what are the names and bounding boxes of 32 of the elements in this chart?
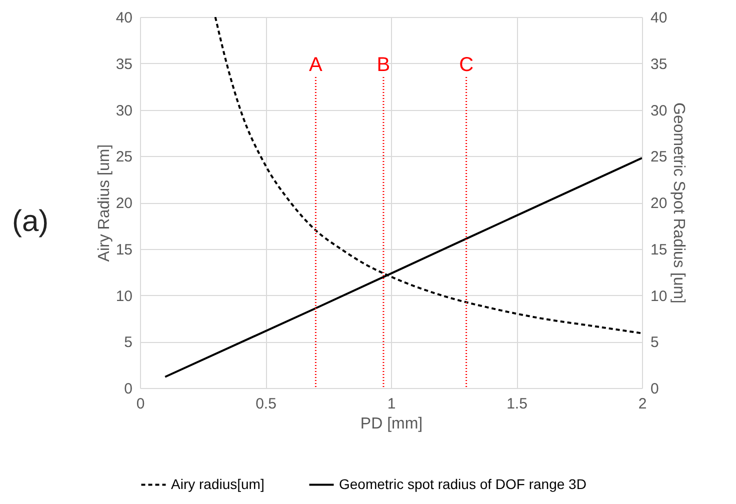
- y2-tick-label: 0: [650, 380, 659, 398]
- x-tick-label: 2: [638, 396, 647, 412]
- y2-tick-label: 25: [650, 148, 668, 166]
- y-tick-label: 30: [116, 102, 132, 120]
- legend-label: Geometric spot radius of DOF range 3D: [339, 476, 586, 492]
- y2-tick-label: 5: [650, 334, 659, 352]
- y-tick-label: 5: [124, 334, 132, 352]
- x-tick-label: 0.5: [256, 396, 276, 412]
- x-tick-label: 0: [136, 396, 145, 412]
- y-tick-label: 0: [124, 380, 132, 398]
- y-tick-label: 20: [116, 195, 132, 212]
- y2-tick-label: 15: [650, 241, 668, 258]
- y2-tick-label: 35: [650, 56, 668, 73]
- y-tick-label: 15: [116, 241, 132, 258]
- y-tick-label: 40: [116, 10, 132, 26]
- y2-tick-label: 10: [650, 288, 668, 305]
- legend-label: Airy radius[um]: [171, 476, 264, 492]
- ref-line-label: C: [459, 54, 474, 76]
- y-tick-label: 25: [116, 148, 132, 166]
- y-tick-label: 35: [116, 56, 132, 73]
- y-tick-label: 10: [116, 288, 132, 305]
- ref-line-label: B: [376, 54, 390, 76]
- x-tick-label: 1: [387, 396, 396, 412]
- y-axis-title: Airy Radius [um]: [96, 144, 113, 262]
- y2-tick-label: 20: [650, 195, 668, 212]
- x-tick-label: 1.5: [506, 396, 528, 412]
- y2-axis-title: Geometric Spot Radius [um]: [670, 102, 688, 304]
- y2-tick-label: 30: [650, 102, 668, 120]
- x-axis-title: PD [mm]: [360, 416, 423, 432]
- text: (a): [12, 205, 49, 239]
- ref-line-label: A: [309, 54, 324, 76]
- y2-tick-label: 40: [650, 10, 668, 26]
